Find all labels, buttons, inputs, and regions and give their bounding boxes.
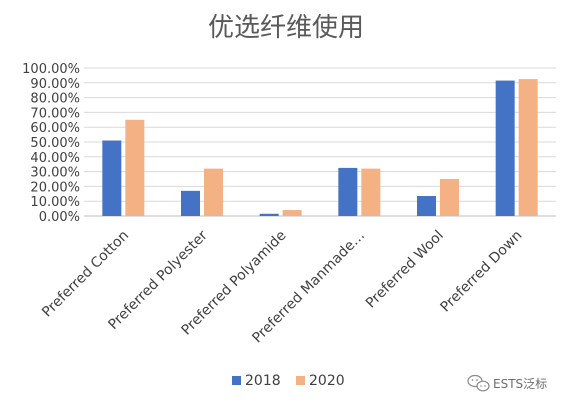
y-tick-label: 40.00% bbox=[30, 151, 80, 166]
y-tick-label: 50.00% bbox=[30, 136, 80, 151]
watermark-text: ESTS泛标 bbox=[493, 377, 547, 391]
bar-2018 bbox=[417, 196, 436, 216]
y-tick-label: 0.00% bbox=[39, 210, 80, 225]
bar-2020 bbox=[361, 168, 381, 216]
bar-2020 bbox=[440, 179, 459, 216]
y-tick-label: 70.00% bbox=[30, 106, 80, 121]
legend-swatch-2018 bbox=[232, 376, 241, 385]
bar-2020 bbox=[282, 210, 302, 216]
y-tick-label: 20.00% bbox=[30, 180, 80, 195]
bar-2018 bbox=[102, 140, 122, 216]
legend: 2018 2020 bbox=[232, 373, 345, 389]
y-tick-label: 30.00% bbox=[30, 166, 80, 181]
x-category-label: Preferred Down bbox=[438, 228, 526, 316]
bars bbox=[102, 79, 538, 216]
y-tick-label: 60.00% bbox=[30, 121, 80, 136]
gridlines bbox=[84, 67, 556, 217]
legend-label-2018: 2018 bbox=[245, 373, 281, 389]
y-tick-label: 100.00% bbox=[22, 62, 80, 77]
y-tick-label: 90.00% bbox=[30, 77, 80, 92]
y-axis-ticks: 0.00%10.00%20.00%30.00%40.00%50.00%60.00… bbox=[22, 62, 80, 225]
x-category-label: Preferred Cotton bbox=[39, 228, 132, 321]
bar-2020 bbox=[518, 79, 538, 216]
bar-2020 bbox=[204, 168, 223, 216]
watermark: ESTS泛标 bbox=[467, 374, 547, 392]
bar-2020 bbox=[125, 119, 145, 216]
legend-swatch-2020 bbox=[296, 376, 305, 385]
bar-2018 bbox=[495, 80, 515, 216]
legend-label-2020: 2020 bbox=[309, 373, 345, 389]
y-tick-label: 10.00% bbox=[30, 195, 80, 210]
bar-2018 bbox=[181, 190, 200, 216]
chart-title: 优选纤维使用 bbox=[208, 13, 364, 43]
x-category-label: Preferred Wool bbox=[363, 228, 447, 312]
wechat-icon bbox=[467, 374, 490, 392]
y-tick-label: 80.00% bbox=[30, 92, 80, 107]
bar-2018 bbox=[338, 167, 358, 216]
bar-2018 bbox=[259, 213, 279, 216]
